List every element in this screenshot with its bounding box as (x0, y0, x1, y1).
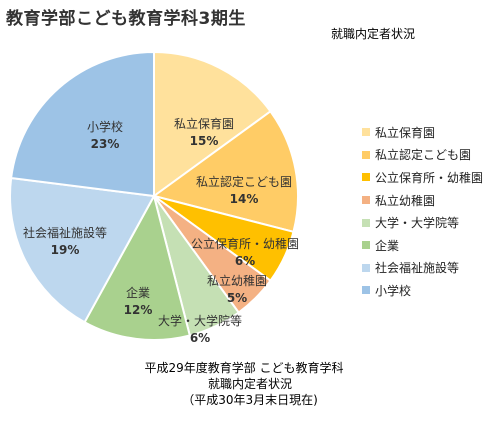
slice-label: 私立幼稚園 (207, 273, 267, 288)
slice-percent-label: 14% (230, 192, 259, 206)
legend-item: 私立幼稚園 (362, 189, 483, 212)
caption-line-2: 就職内定者状況 (207, 377, 292, 391)
legend-swatch (362, 241, 370, 250)
slice-percent-label: 5% (227, 291, 247, 305)
slice-percent-label: 12% (124, 303, 153, 317)
slice-label: 私立保育園 (174, 116, 234, 131)
slice-percent-label: 6% (190, 331, 210, 345)
legend-label: 小学校 (375, 283, 412, 298)
legend-label: 私立保育園 (375, 125, 436, 140)
chart-title: 教育学部こども教育学科3期生 (6, 9, 246, 29)
slice-percent-label: 6% (235, 254, 255, 268)
legend-item: 小学校 (362, 279, 483, 302)
legend-swatch (362, 218, 370, 227)
slice-label: 企業 (126, 285, 150, 300)
legend-item: 私立保育園 (362, 121, 483, 144)
chart-subtitle: 就職内定者状況 (331, 27, 416, 41)
legend-swatch (362, 173, 370, 182)
legend-label: 大学・大学院等 (375, 216, 460, 231)
pie-slice (9, 176, 156, 324)
pie-slice (151, 109, 299, 234)
slice-label: 私立認定こども園 (196, 174, 292, 189)
caption-line-3: （平成30年3月末日現在) (182, 393, 318, 407)
legend-label: 社会福祉施設等 (375, 261, 460, 276)
pie-slice (10, 50, 155, 198)
legend-item: 企業 (362, 234, 483, 257)
legend-swatch (362, 263, 370, 272)
pie-slice (153, 50, 272, 198)
slice-label: 公立保育所・幼稚園 (191, 236, 299, 251)
legend-swatch (362, 150, 370, 159)
legend-item: 社会福祉施設等 (362, 257, 483, 280)
legend-item: 公立保育所・幼稚園 (362, 166, 483, 189)
chart-caption: 平成29年度教育学部 こども教育学科 就職内定者状況 （平成30年3月末日現在) (0, 360, 500, 408)
slice-label: 社会福祉施設等 (23, 225, 107, 240)
legend-item: 私立認定こども園 (362, 144, 483, 167)
pie-slice (83, 193, 192, 341)
slice-percent-label: 15% (190, 134, 219, 148)
legend-label: 公立保育所・幼稚園 (375, 170, 484, 185)
legend-label: 企業 (375, 238, 400, 253)
legend-label: 私立幼稚園 (375, 193, 436, 208)
slice-percent-label: 23% (91, 137, 120, 151)
legend-swatch (362, 196, 370, 205)
caption-line-1: 平成29年度教育学部 こども教育学科 (144, 361, 344, 375)
slice-label: 小学校 (87, 119, 123, 134)
slice-percent-label: 19% (51, 243, 80, 257)
legend-swatch (362, 286, 370, 295)
slice-label: 大学・大学院等 (158, 313, 242, 328)
legend-item: 大学・大学院等 (362, 211, 483, 234)
legend-swatch (362, 128, 370, 137)
chart-legend: 私立保育園私立認定こども園 公立保育所・幼稚園 私立幼稚園大学・大学院等 企業社会福祉… (362, 121, 483, 302)
legend-label: 私立認定こども園 (375, 148, 472, 163)
